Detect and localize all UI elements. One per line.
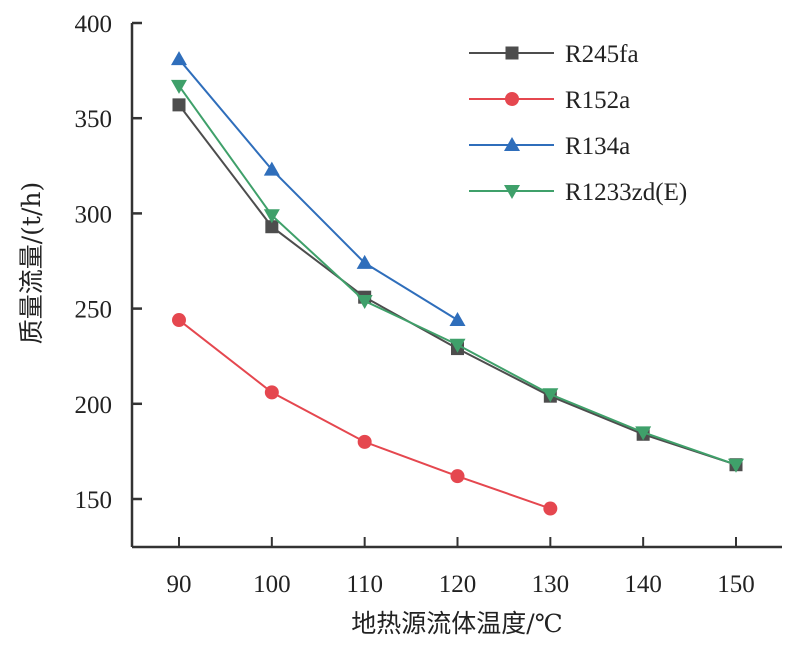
series-r134a (171, 51, 466, 327)
legend-marker-circle (505, 92, 519, 106)
legend-label: R152a (565, 87, 630, 114)
data-point-triangle-down (356, 294, 373, 309)
data-point-circle (543, 501, 558, 516)
data-point-triangle-down (635, 426, 652, 441)
data-point-square (265, 220, 279, 234)
x-tick-label: 90 (167, 571, 192, 598)
y-tick-label: 300 (75, 201, 113, 228)
y-tick-label: 350 (75, 106, 113, 133)
y-tick-label: 200 (75, 392, 113, 419)
legend-item: R152a (469, 87, 630, 114)
axes: 150 200 250 300 350 400 90 100 110 120 130 140 150 (75, 11, 782, 598)
legend-label: R1233zd(E) (565, 179, 687, 206)
data-point-circle (172, 313, 186, 328)
series-line (178, 85, 737, 466)
y-tick-label: 250 (75, 297, 113, 324)
data-point-square (172, 98, 186, 112)
series-r1233zd-e- (171, 79, 744, 473)
x-tick-label: 150 (717, 571, 755, 598)
data-point-triangle-up (356, 254, 373, 269)
data-point-triangle-up (449, 312, 466, 327)
data-point-circle (357, 434, 372, 449)
legend-marker-square (505, 46, 519, 60)
y-ticks: 150 200 250 300 350 400 (75, 11, 142, 514)
x-tick-label: 140 (624, 571, 662, 598)
y-axis-title: 质量流量/(t/h) (17, 182, 46, 345)
legend-item: R245fa (469, 41, 639, 68)
data-point-circle (264, 385, 279, 400)
data-point-triangle-up (171, 51, 187, 66)
series-line (178, 58, 459, 321)
legend-marker-triangle-down (504, 185, 520, 199)
legend-marker-triangle-up (504, 137, 520, 151)
data-point-triangle-down (171, 79, 187, 94)
series-layer (171, 51, 744, 516)
data-point-circle (450, 469, 465, 484)
data-point-triangle-down (449, 338, 466, 353)
data-point-triangle-up (263, 161, 280, 176)
legend-label: R245fa (565, 41, 639, 68)
legend-item: R1233zd(E) (469, 179, 687, 206)
series-line (178, 319, 551, 510)
data-point-triangle-down (542, 388, 559, 403)
x-axis-title: 地热源流体温度/℃ (351, 609, 562, 638)
x-tick-label: 130 (532, 571, 570, 598)
y-tick-label: 150 (75, 487, 113, 514)
series-r152a (172, 313, 558, 516)
x-tick-label: 110 (346, 571, 383, 598)
legend: R245fa R152a R134a R1233zd(E) (469, 41, 687, 206)
x-tick-label: 100 (253, 571, 291, 598)
legend-label: R134a (565, 133, 630, 160)
legend-item: R134a (469, 133, 630, 160)
data-point-triangle-down (263, 209, 280, 224)
x-tick-label: 120 (439, 571, 477, 598)
x-ticks: 90 100 110 120 130 140 150 (167, 537, 755, 598)
data-point-triangle-down (728, 458, 744, 473)
y-tick-label: 400 (75, 11, 113, 38)
